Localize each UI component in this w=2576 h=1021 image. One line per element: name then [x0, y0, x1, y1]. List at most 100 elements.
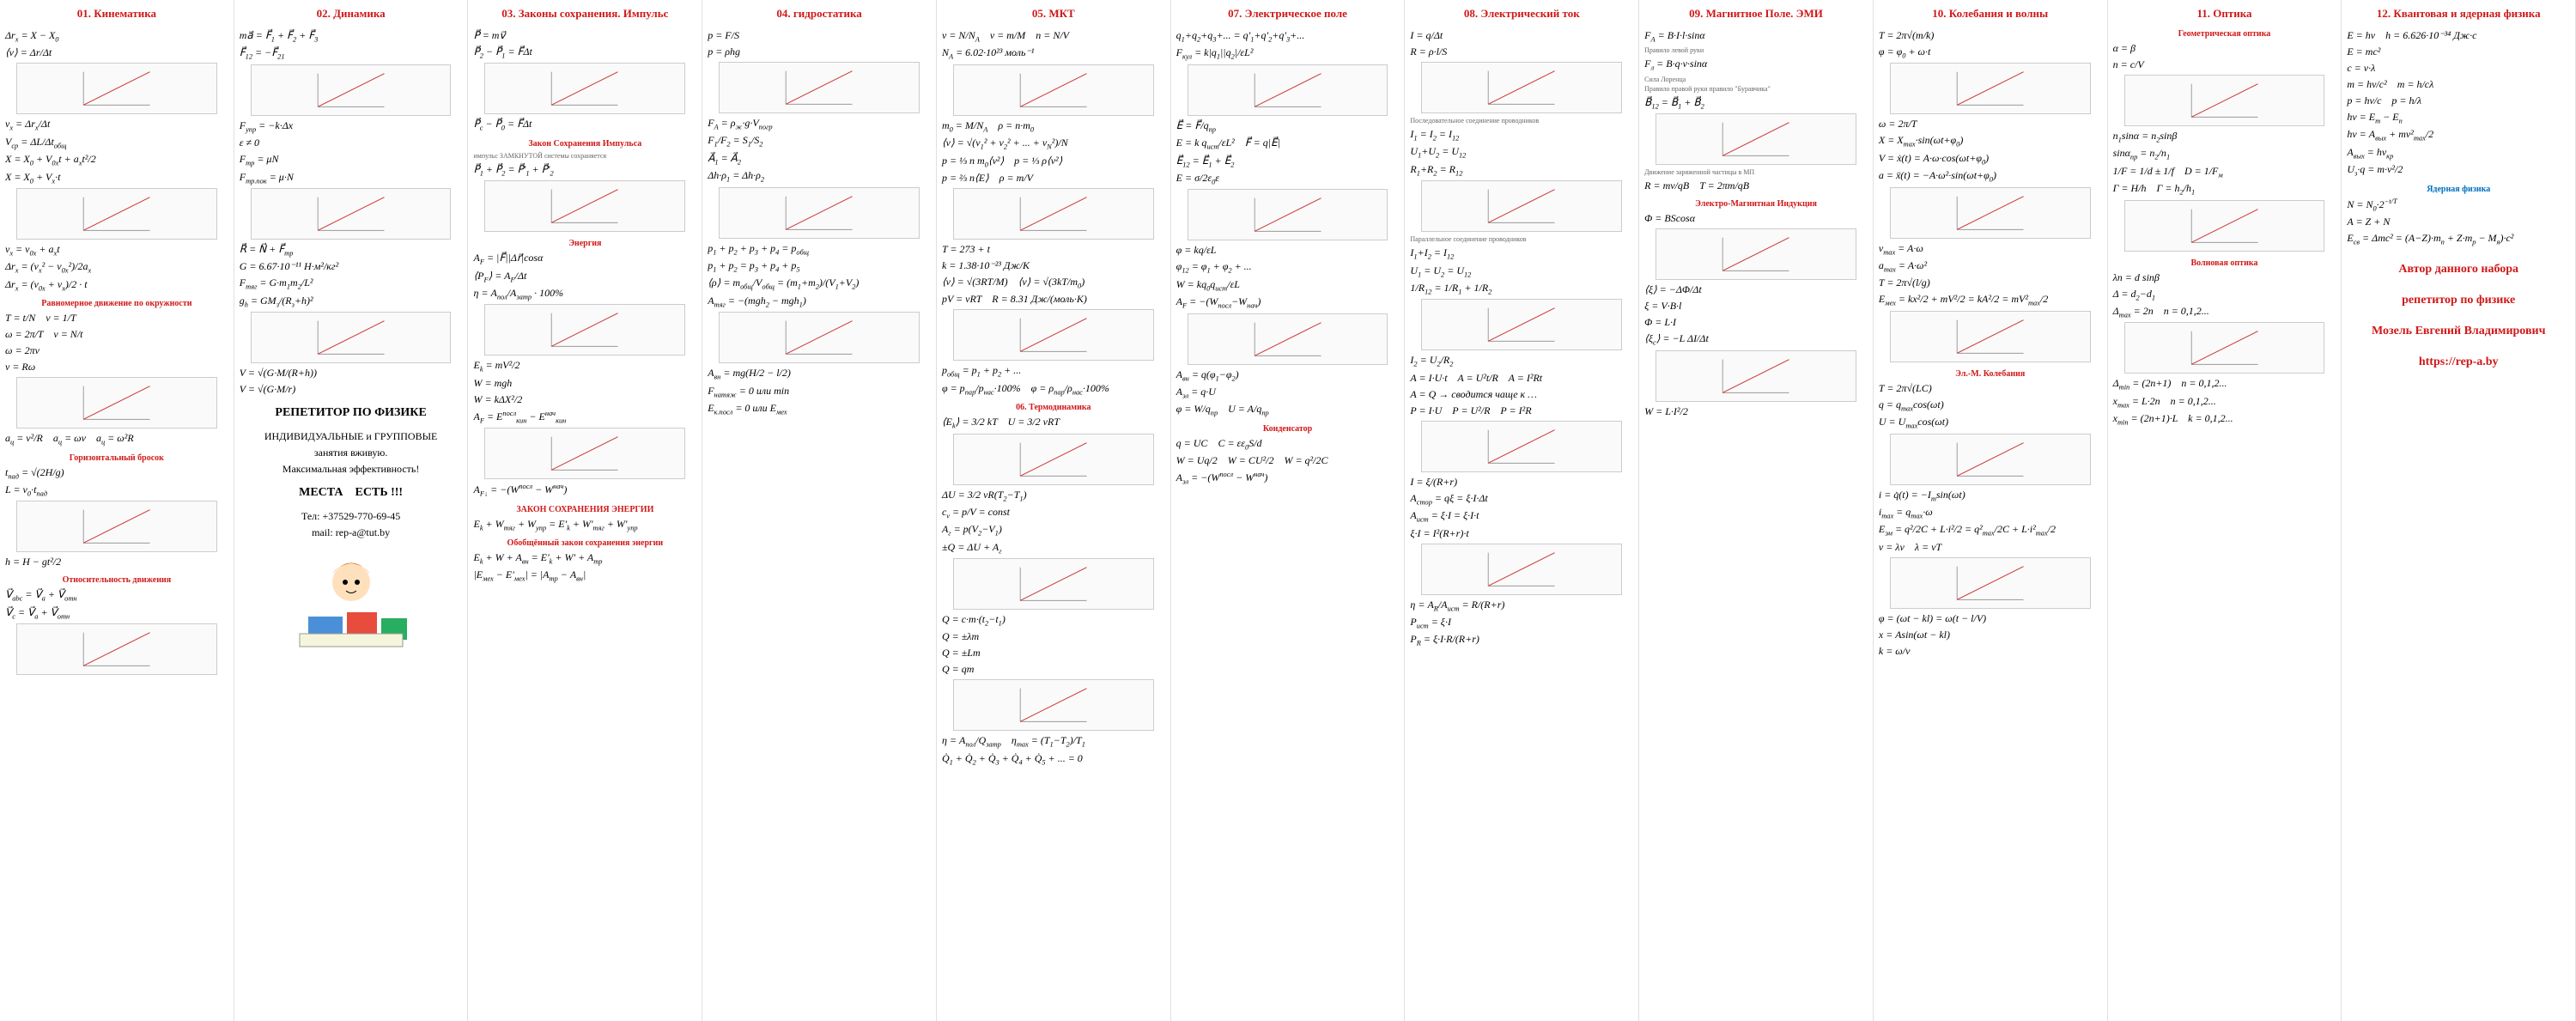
formula: W = Uq/2 W = CU²/2 W = q²/2C	[1176, 454, 1400, 467]
note-text: Параллельное соединение проводников	[1410, 235, 1633, 243]
formula: Fупр = −k·Δx	[240, 119, 463, 133]
author-credit: Автор данного набора	[2347, 263, 2570, 277]
formula: E = σ/2ε0ε	[1176, 172, 1400, 185]
formula: Q = ±λm	[942, 630, 1165, 643]
formula: q = qmaxcos(ωt)	[1879, 398, 2102, 412]
formula: P⃗ = mv⃗	[473, 29, 696, 42]
formula: Vср = ΔL/Δtобщ	[5, 136, 228, 149]
formula: Eмех = kx²/2 + mV²/2 = kA²/2 = mV²max/2	[1879, 293, 2102, 307]
formula: ⟨v⟩ = Δr/Δt	[5, 46, 228, 59]
formula: Δ = d2−d1	[2113, 288, 2336, 301]
column-header: 09. Магнитное Поле. ЭМИ	[1644, 7, 1868, 21]
formula: V = ẋ(t) = A·ω·cos(ωt+φ0)	[1879, 152, 2102, 166]
formula: ν = N/NA ν = m/M n = N/V	[942, 29, 1165, 43]
column-header: 12. Квантовая и ядерная физика	[2347, 7, 2570, 21]
formula: W = mgh	[473, 377, 696, 390]
column-header: 08. Электрический ток	[1410, 7, 1633, 21]
formula: Aвн = mg(H/2 − l/2)	[708, 367, 931, 380]
formula: Fл = B·q·v·sinα	[1644, 58, 1868, 71]
note-text: Движение заряженной частицы в МП	[1644, 168, 1868, 176]
diagram-placeholder	[16, 188, 217, 240]
formula: ⟨v⟩ = √(3RT/M) ⟨v⟩ = √(3kT/m0)	[942, 276, 1165, 289]
diagram-placeholder	[719, 187, 920, 239]
formula: T = 2π√(LC)	[1879, 382, 2102, 395]
formula: U1+U2 = U12	[1410, 145, 1633, 159]
formula: ⟨ρ⟩ = mобщ/Vобщ = (m1+m2)/(V1+V2)	[708, 277, 931, 290]
formula: ma⃗ = F⃗1 + F⃗2 + F⃗3	[240, 29, 463, 43]
section-subheader: Электро-Магнитная Индукция	[1644, 199, 1868, 209]
formula: k = 1.38·10⁻²³ Дж/К	[942, 259, 1165, 272]
diagram-placeholder	[251, 312, 452, 363]
formula: h = H − gt²/2	[5, 556, 228, 568]
formula: ε ≠ 0	[240, 137, 463, 149]
physics-column-11: 12. Квантовая и ядерная физикаE = hν h =…	[2342, 0, 2576, 1021]
physics-column-8: 09. Магнитное Поле. ЭМИFA = B·I·l·sinαПр…	[1639, 0, 1874, 1021]
formula: FA = B·I·l·sinα	[1644, 29, 1868, 43]
formula: Eк.посл = 0 или Eмех	[708, 402, 931, 416]
formula: Δmin = (2n+1) n = 0,1,2...	[2113, 377, 2336, 391]
formula: ⟨v⟩ = √(v1² + v2² + ... + vN²)/N	[942, 137, 1165, 150]
formula: L = v0·tпад	[5, 483, 228, 497]
formula: PR = ξ·I·R/(R+r)	[1410, 633, 1633, 647]
formula: E = k qист/εL² F⃗ = q|E⃗|	[1176, 137, 1400, 150]
formula: R = mv/qB T = 2πm/qB	[1644, 179, 1868, 192]
formula: ω = 2πν	[5, 344, 228, 357]
formula: m = hν/c² m = h/cλ	[2347, 78, 2570, 91]
formula: 1/R12 = 1/R1 + 1/R2	[1410, 282, 1633, 295]
formula: Aвых = hνкр	[2347, 146, 2570, 160]
tutor-illustration	[240, 548, 463, 655]
section-subheader: Конденсатор	[1176, 424, 1400, 434]
formula: N = N0·2−t/T	[2347, 198, 2570, 212]
formula: A = Q → сводится чаще к …	[1410, 388, 1633, 401]
formula: p1 + p2 = p3 + p4 + p5	[708, 259, 931, 273]
diagram-placeholder	[1890, 187, 2091, 239]
column-header: 02. Динамика	[240, 7, 463, 21]
formula: 1/F = 1/d ± 1/f D = 1/Fм	[2113, 165, 2336, 179]
formula: p = F/S	[708, 29, 931, 42]
diagram-placeholder	[484, 428, 685, 479]
formula: ΔU = 3/2 νR(T2−T1)	[942, 489, 1165, 502]
formula: ⟨ξ⟩ = −ΔΦ/Δt	[1644, 283, 1868, 296]
diagram-placeholder	[1421, 544, 1622, 595]
column-header: 04. гидростатика	[708, 7, 931, 21]
formula: Fтр.пок = μ·N	[240, 171, 463, 185]
diagram-placeholder	[1188, 313, 1388, 365]
diagram-placeholder	[719, 62, 920, 113]
formula: AF = −(Wпосл−Wнач)	[1176, 295, 1400, 309]
formula: ξ = V·B·l	[1644, 300, 1868, 313]
formula: W = kΔX²/2	[473, 393, 696, 406]
formula: ⟨Ek⟩ = 3/2 kT U = 3/2 νRT	[942, 416, 1165, 429]
formula: Eсв = Δmc² = (A−Z)·mn + Z·mp − Mя)·c²	[2347, 232, 2570, 246]
formula: φ = kq/εL	[1176, 244, 1400, 257]
diagram-placeholder	[953, 558, 1154, 610]
formula: sinαпр = n2/n1	[2113, 147, 2336, 161]
formula: P = I·U P = U²/R P = I²R	[1410, 404, 1633, 417]
formula: I1+I2 = I12	[1410, 246, 1633, 260]
author-credit: https://rep-a.by	[2347, 356, 2570, 369]
formula: η = Aпол/Aзатр · 100%	[473, 287, 696, 301]
diagram-placeholder	[1656, 228, 1856, 280]
formula: hν = Aвых + mv²max/2	[2347, 128, 2570, 142]
formula: Δmax = 2n n = 0,1,2...	[2113, 305, 2336, 319]
section-subheader: ЗАКОН СОХРАНЕНИЯ ЭНЕРГИИ	[473, 505, 696, 514]
formula: P⃗1 + P⃗2 = P⃗'1 + P⃗'2	[473, 163, 696, 177]
formula: m0 = M/NA ρ = n·m0	[942, 119, 1165, 133]
formula: Δrx = X − X0	[5, 29, 228, 43]
column-header: 07. Электрическое поле	[1176, 7, 1400, 21]
diagram-placeholder	[2124, 75, 2325, 126]
formula: cv = p/V = const	[942, 506, 1165, 520]
formula: Fкул = k|q1||q2|/εL²	[1176, 46, 1400, 60]
formula: T = 2π√(m/k)	[1879, 29, 2102, 42]
formula: I = ξ/(R+r)	[1410, 476, 1633, 489]
formula: G = 6.67·10⁻¹¹ Н·м²/кг²	[240, 260, 463, 273]
physics-column-10: 11. ОптикаГеометрическая оптикаα = βn = …	[2108, 0, 2342, 1021]
formula: E⃗12 = E⃗1 + E⃗2	[1176, 155, 1400, 168]
diagram-placeholder	[484, 180, 685, 232]
diagram-placeholder	[1890, 63, 2091, 114]
formula: Aэл = −(Wпосл − Wнач)	[1176, 471, 1400, 485]
formula: Φ = L·I	[1644, 316, 1868, 329]
section-subheader: Ядерная физика	[2347, 185, 2570, 194]
section-subheader: Закон Сохранения Импульса	[473, 139, 696, 149]
formula: n = c/V	[2113, 58, 2336, 71]
formula: φ = W/qпр U = A/qпр	[1176, 403, 1400, 416]
